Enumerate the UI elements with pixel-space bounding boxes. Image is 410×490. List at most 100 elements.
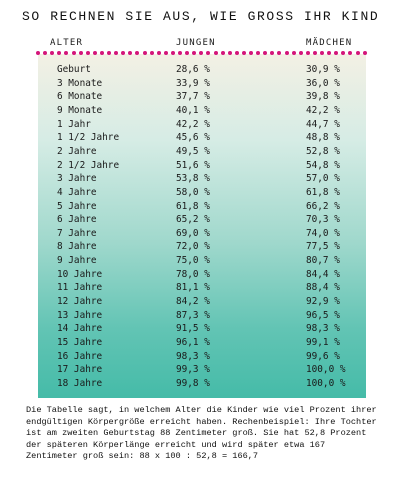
divider-dot: [107, 51, 111, 55]
cell-boys: 96,1 %: [176, 337, 210, 348]
cell-girls: 61,8 %: [306, 186, 340, 198]
cell-boys: 45,6 %: [176, 132, 210, 144]
cell-girls: 96,5 %: [306, 309, 340, 321]
cell-age: 13 Jahre: [57, 309, 103, 321]
divider-dot: [277, 51, 282, 55]
table-row: 14 Jahre 91,5 % 98,3 %: [0, 323, 410, 335]
cell-boys: 99,3 %: [176, 364, 210, 376]
divider-dot: [263, 51, 268, 55]
divider-dot: [241, 51, 246, 55]
divider-dot: [234, 51, 239, 55]
cell-age: 1 Jahr: [57, 118, 91, 130]
column-header-boys: JUNGEN: [176, 38, 216, 48]
cell-age: 5 Jahre: [57, 200, 97, 212]
cell-girls: 54,8 %: [306, 159, 340, 171]
divider-dot: [312, 51, 317, 55]
cell-girls: 70,3 %: [306, 214, 340, 226]
cell-boys: 58,0 %: [176, 186, 210, 198]
cell-age: 1 1/2 Jahre: [57, 132, 120, 144]
divider-dot: [121, 51, 126, 55]
divider-dot: [99, 51, 104, 55]
table-row: 15 Jahre 96,1 % 99,1 %: [0, 337, 410, 349]
cell-boys: 40,1 %: [176, 104, 210, 116]
divider-dot: [170, 51, 175, 55]
divider-dot: [327, 51, 332, 55]
divider-dot: [114, 51, 119, 55]
cell-girls: 80,7 %: [306, 255, 340, 267]
cell-boys: 87,3 %: [176, 309, 210, 321]
cell-girls: 66,2 %: [306, 200, 340, 212]
cell-age: 9 Jahre: [57, 255, 97, 267]
cell-girls: 99,1 %: [306, 337, 340, 348]
table-row: 16 Jahre 98,3 % 99,6 %: [0, 351, 410, 363]
divider-dot: [57, 51, 62, 55]
divider-dot: [362, 51, 367, 55]
divider-dot: [249, 51, 253, 55]
table-row: 10 Jahre 78,0 % 84,4 %: [0, 269, 410, 281]
cell-age: 7 Jahre: [57, 227, 97, 239]
cell-girls: 92,9 %: [306, 296, 340, 308]
cell-boys: 65,2 %: [176, 214, 210, 226]
cell-boys: 84,2 %: [176, 296, 210, 308]
divider-dot: [270, 51, 275, 55]
divider-dot: [355, 51, 360, 55]
cell-boys: 78,0 %: [176, 268, 210, 280]
divider-dot: [135, 51, 140, 55]
cell-boys: 81,1 %: [176, 282, 210, 294]
table-row: 2 1/2 Jahre 51,6 % 54,8 %: [0, 160, 410, 172]
divider-dot: [92, 51, 97, 55]
cell-boys: 98,3 %: [176, 350, 210, 362]
cell-girls: 30,9 %: [306, 64, 340, 75]
table-row: 6 Monate 37,7 % 39,8 %: [0, 91, 410, 103]
footnote: Die Tabelle sagt, in welchem Alter die K…: [26, 405, 398, 463]
divider-dot: [128, 51, 133, 55]
cell-age: 8 Jahre: [57, 241, 97, 253]
footnote-line: endgültigen Körpergröße erreicht haben. …: [26, 416, 377, 427]
divider-dot: [298, 51, 303, 55]
divider-dot: [227, 51, 232, 55]
footnote-line: Die Tabelle sagt, in welchem Alter die K…: [26, 405, 377, 415]
table-row: 8 Jahre 72,0 % 77,5 %: [0, 241, 410, 253]
cell-boys: 51,6 %: [176, 159, 210, 171]
cell-age: 6 Jahre: [57, 214, 97, 226]
divider-dot: [78, 51, 83, 55]
divider-dot: [43, 51, 48, 55]
cell-boys: 49,5 %: [176, 145, 210, 157]
table-row: 4 Jahre 58,0 % 61,8 %: [0, 187, 410, 199]
cell-age: 3 Jahre: [57, 173, 97, 185]
cell-girls: 36,0 %: [306, 77, 340, 89]
cell-boys: 33,9 %: [176, 77, 210, 89]
cell-girls: 84,4 %: [306, 268, 340, 280]
table-row: 9 Monate 40,1 % 42,2 %: [0, 105, 410, 117]
cell-age: 14 Jahre: [57, 323, 103, 335]
divider-dot: [192, 51, 197, 55]
table-row: Geburt 28,6 % 30,9 %: [0, 64, 410, 76]
divider-dot: [320, 51, 324, 55]
cell-girls: 74,0 %: [306, 227, 340, 239]
cell-girls: 42,2 %: [306, 104, 340, 116]
cell-age: 15 Jahre: [57, 337, 103, 348]
table-row: 2 Jahre 49,5 % 52,8 %: [0, 146, 410, 158]
table-row: 17 Jahre 99,3 % 100,0 %: [0, 364, 410, 376]
cell-girls: 100,0 %: [306, 364, 346, 376]
divider-dot: [64, 51, 69, 55]
table-background: [38, 54, 366, 398]
cell-girls: 44,7 %: [306, 118, 340, 130]
table-row: 18 Jahre 99,8 % 100,0 %: [0, 378, 410, 390]
cell-girls: 100,0 %: [306, 377, 346, 389]
footnote-line: ist am zweiten Geburtstag 88 Zentimeter …: [26, 428, 367, 439]
cell-girls: 48,8 %: [306, 132, 340, 144]
divider-dot: [71, 51, 76, 55]
column-header-age: ALTER: [50, 38, 84, 48]
page-title: SO RECHNEN SIE AUS, WIE GROSS IHR KIND: [22, 9, 380, 24]
table-row: 7 Jahre 69,0 % 74,0 %: [0, 228, 410, 240]
cell-age: 2 1/2 Jahre: [57, 159, 120, 171]
table-row: 12 Jahre 84,2 % 92,9 %: [0, 296, 410, 308]
cell-age: Geburt: [57, 64, 91, 75]
cell-age: 10 Jahre: [57, 268, 103, 280]
table-row: 1 Jahr 42,2 % 44,7 %: [0, 119, 410, 131]
table-row: 1 1/2 Jahre 45,6 % 48,8 %: [0, 132, 410, 144]
divider-dot: [284, 51, 289, 55]
cell-boys: 53,8 %: [176, 173, 210, 185]
table-row: 6 Jahre 65,2 % 70,3 %: [0, 214, 410, 226]
